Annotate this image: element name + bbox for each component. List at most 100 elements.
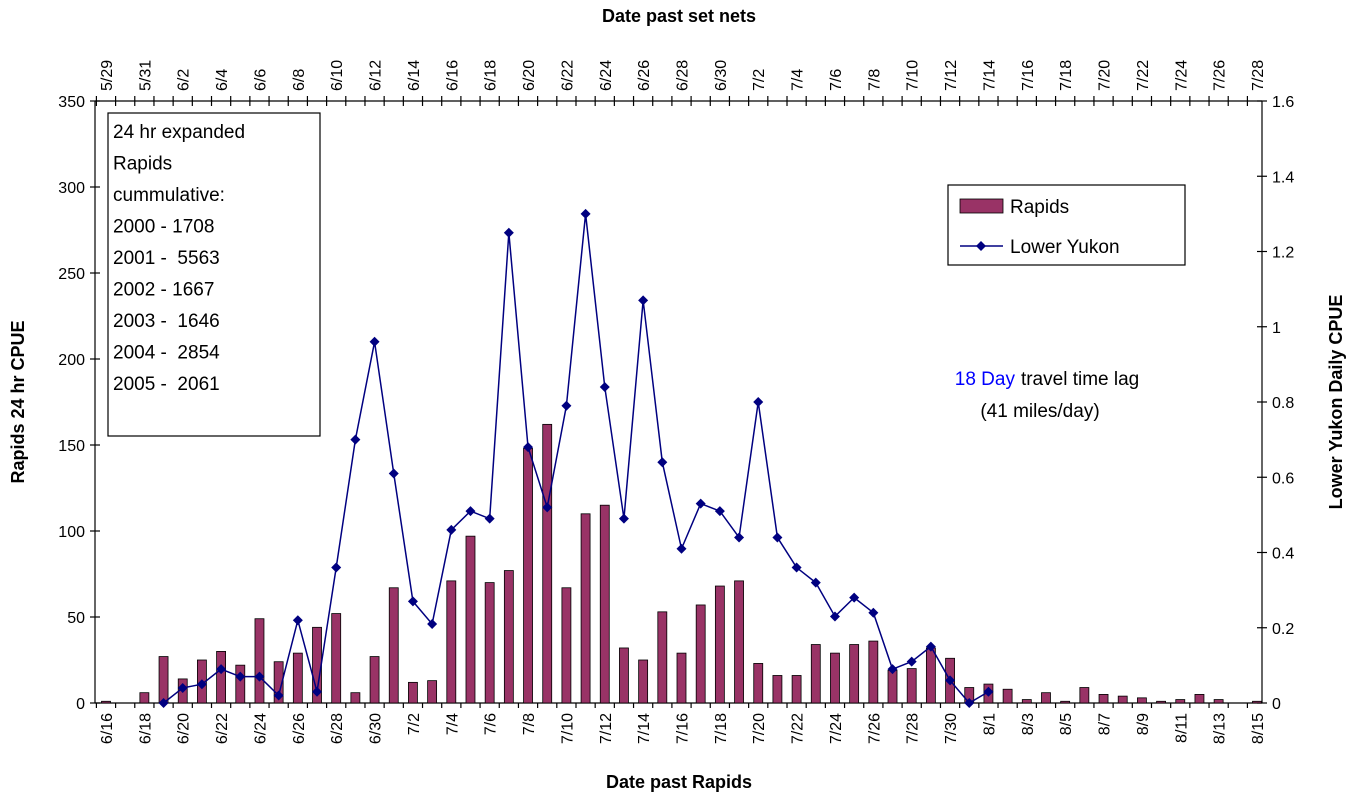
point xyxy=(906,656,917,667)
point xyxy=(427,618,438,629)
point xyxy=(158,698,169,708)
line xyxy=(163,213,989,704)
x-tick-label: 6/30 xyxy=(368,713,385,744)
y2-tick-label: 1 xyxy=(1272,320,1281,337)
point xyxy=(829,611,840,622)
y2-tick-label: 1.4 xyxy=(1272,169,1294,186)
top-tick-label: 7/28 xyxy=(1250,60,1267,91)
bar xyxy=(906,668,917,704)
top-tick-label: 7/16 xyxy=(1020,60,1037,91)
y-tick-label: 50 xyxy=(67,610,85,627)
bar xyxy=(887,669,898,704)
bar xyxy=(1060,700,1071,704)
top-tick-label: 6/16 xyxy=(444,60,461,91)
x-tick-label: 7/24 xyxy=(828,713,845,744)
point xyxy=(542,502,553,513)
x-tick-label: 8/5 xyxy=(1058,713,1075,735)
bar xyxy=(849,644,860,704)
bar xyxy=(561,587,572,704)
x-tick-label: 7/20 xyxy=(751,713,768,744)
x-tick-label: 7/16 xyxy=(675,713,692,744)
x-tick-label: 8/7 xyxy=(1097,713,1114,735)
legend-marker xyxy=(976,241,986,251)
top-tick-label: 6/8 xyxy=(291,69,308,91)
point xyxy=(292,615,303,626)
bar xyxy=(1213,699,1224,704)
legend-swatch xyxy=(959,198,1004,214)
text-box-line: Rapids xyxy=(113,154,172,175)
point xyxy=(618,513,629,524)
bar xyxy=(254,618,265,704)
point xyxy=(312,686,323,697)
bar xyxy=(1137,697,1147,704)
text-box-line: 24 hr expanded xyxy=(113,122,245,143)
point xyxy=(196,679,207,690)
y2-tick-label: 1.6 xyxy=(1272,94,1294,111)
x-tick-label: 7/6 xyxy=(483,713,500,735)
top-tick-label: 5/29 xyxy=(99,60,116,91)
bar xyxy=(830,652,840,704)
point xyxy=(388,468,399,479)
top-tick-label: 6/20 xyxy=(521,60,538,91)
point xyxy=(638,295,649,306)
x-tick-label: 7/28 xyxy=(905,713,922,744)
bar xyxy=(580,513,591,704)
annotation: 18 Day travel time lag xyxy=(955,369,1139,390)
bar xyxy=(101,700,111,704)
bar xyxy=(216,651,227,704)
top-tick-label: 6/18 xyxy=(483,60,500,91)
y-tick-label: 250 xyxy=(58,266,85,283)
x-tick-label: 8/3 xyxy=(1020,713,1037,735)
point xyxy=(753,397,764,407)
x-tick-label: 6/22 xyxy=(214,713,231,744)
bar xyxy=(1252,700,1262,704)
annotation-line2: (41 miles/day) xyxy=(980,401,1099,422)
text-box-line: 2000 - 1708 xyxy=(113,217,214,238)
bar xyxy=(542,423,553,704)
point xyxy=(465,506,476,517)
point xyxy=(523,442,534,453)
bar xyxy=(925,647,936,704)
top-tick-label: 6/24 xyxy=(598,60,615,91)
bar xyxy=(388,587,399,704)
bar xyxy=(484,582,495,704)
point xyxy=(695,498,706,509)
top-tick-label: 6/30 xyxy=(713,60,730,91)
point xyxy=(580,208,591,219)
top-tick-label: 7/2 xyxy=(751,69,768,91)
point xyxy=(350,434,361,445)
bar xyxy=(331,613,342,704)
x-tick-label: 8/11 xyxy=(1173,713,1190,743)
point xyxy=(254,671,265,682)
bar xyxy=(791,675,802,704)
x-tick-label: 7/10 xyxy=(559,713,576,744)
bar xyxy=(638,659,649,704)
x-tick-label: 7/30 xyxy=(943,713,960,744)
top-tick-label: 6/10 xyxy=(329,60,346,91)
legend-label: Lower Yukon xyxy=(1010,237,1120,258)
x-tick-label: 7/18 xyxy=(713,713,730,744)
point xyxy=(273,690,284,701)
bar xyxy=(427,680,438,704)
x-tick-label: 6/18 xyxy=(137,713,154,744)
point xyxy=(331,562,342,573)
top-tick-label: 6/2 xyxy=(176,69,193,91)
y2-tick-label: 0 xyxy=(1272,696,1281,713)
point xyxy=(446,524,457,535)
legend-label: Rapids xyxy=(1010,197,1069,218)
bar xyxy=(810,644,821,704)
point xyxy=(983,686,994,697)
bar xyxy=(772,675,783,704)
top-axis-title: Date past set nets xyxy=(602,6,756,26)
point xyxy=(887,664,898,675)
x-tick-label: 8/13 xyxy=(1212,713,1229,744)
x-tick-label: 7/22 xyxy=(790,713,807,744)
point xyxy=(734,532,745,543)
bar xyxy=(714,585,725,704)
annotation-text: travel time lag xyxy=(1021,369,1139,390)
point xyxy=(791,562,802,573)
text-box xyxy=(107,112,321,437)
point xyxy=(925,641,936,652)
